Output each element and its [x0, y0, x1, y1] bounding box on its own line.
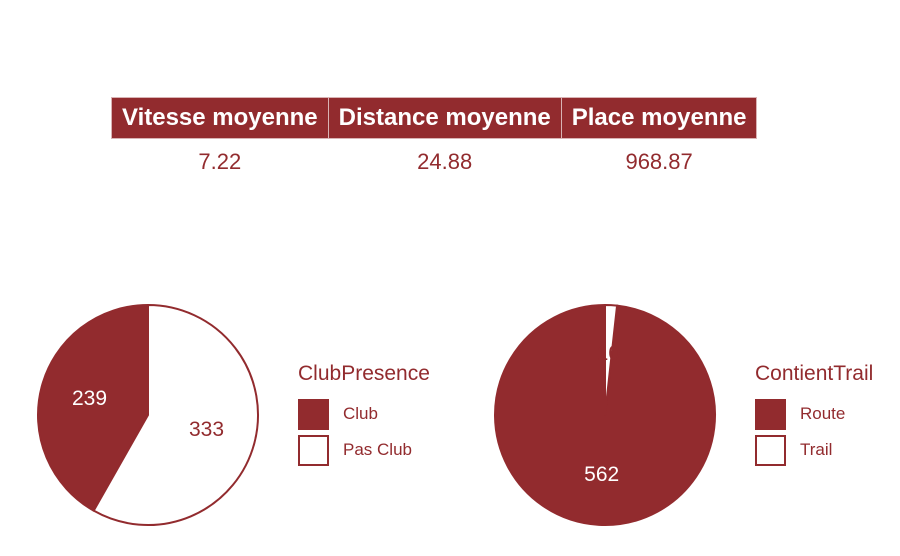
pie-slice-label: 10 [597, 342, 620, 365]
legend-item-trail: Trail [755, 432, 873, 468]
legend-swatch-trail [755, 434, 786, 466]
header-place-moyenne: Place moyenne [560, 97, 758, 139]
pie-slice-label: 562 [584, 463, 619, 486]
club-presence-pie-chart: 239 333 [37, 303, 259, 526]
legend-title: ContientTrail [755, 362, 874, 385]
legend-label: Pas Club [343, 440, 412, 459]
header-distance-moyenne: Distance moyenne [327, 97, 562, 139]
legend-label: Club [343, 404, 378, 423]
header-vitesse-moyenne: Vitesse moyenne [111, 97, 329, 139]
value-distance-moyenne: 24.88 [417, 149, 473, 174]
pie-slice-label: 333 [189, 418, 224, 441]
legend-swatch-route [755, 398, 786, 430]
pie-slice-club [37, 303, 149, 513]
legend-item-route: Route [755, 396, 873, 432]
club-presence-legend: ClubPresence Club Pas Club [298, 362, 430, 468]
value-vitesse-moyenne: 7.22 [198, 149, 242, 174]
pie-slice-trail [604, 303, 619, 416]
legend-label: Route [800, 404, 846, 423]
legend-item-club: Club [298, 396, 430, 432]
legend-label: Trail [800, 440, 833, 459]
legend-swatch-pas-club [298, 434, 329, 466]
legend-title: ClubPresence [298, 362, 430, 385]
contient-trail-legend: ContientTrail Route Trail [755, 362, 873, 468]
value-place-moyenne: 968.87 [625, 149, 693, 174]
pie-slice-label: 239 [72, 387, 107, 410]
stats-table: Vitesse moyenne Distance moyenne Place m… [111, 97, 758, 185]
contient-trail-pie-chart: 562 10 [494, 303, 716, 526]
legend-item-pas-club: Pas Club [298, 432, 430, 468]
legend-swatch-club [298, 398, 329, 430]
pie-slice-pas-club [92, 303, 259, 526]
